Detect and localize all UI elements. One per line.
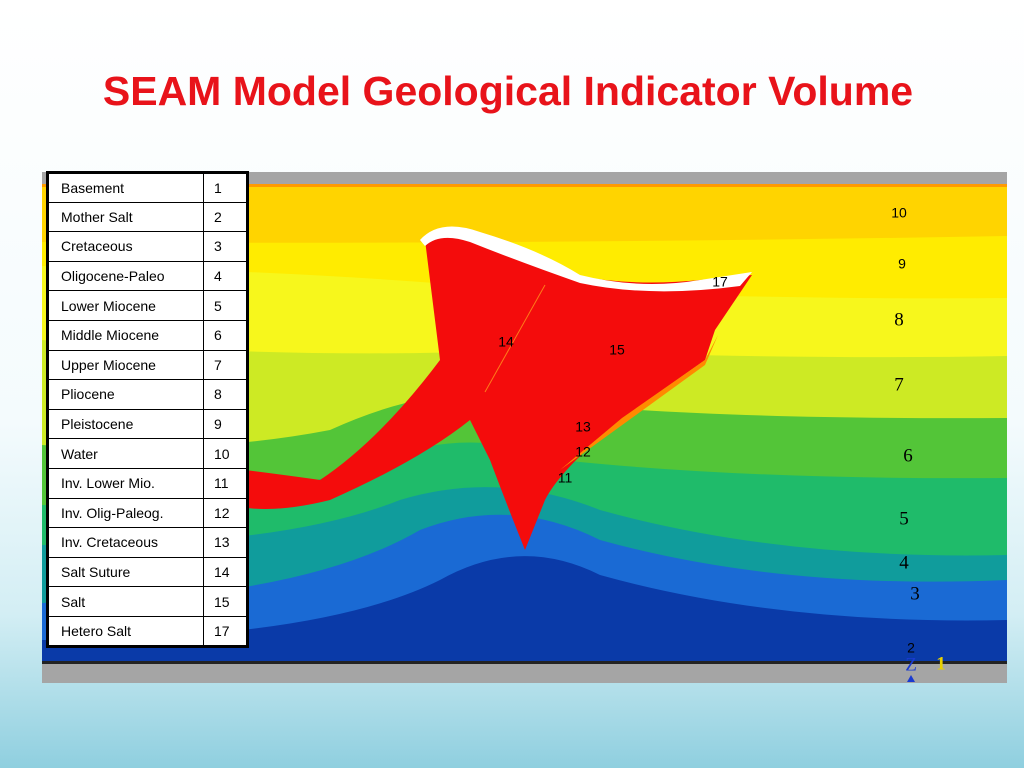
code-cell: 7 xyxy=(203,349,248,381)
name-cell: Mother Salt xyxy=(47,201,204,233)
layer-label: 11 xyxy=(558,470,573,486)
code-cell: 2 xyxy=(203,201,248,233)
table-row: Basement 1 xyxy=(47,172,248,203)
name-cell: Water xyxy=(47,438,204,469)
layer-label: 4 xyxy=(899,552,909,573)
name-cell: Hetero Salt xyxy=(47,615,204,647)
name-cell: Basement xyxy=(47,172,204,203)
layer-label: 5 xyxy=(899,508,909,529)
code-cell: 5 xyxy=(203,290,248,321)
layer-label: 3 xyxy=(910,583,920,604)
salt-suture xyxy=(484,284,546,393)
frame-edge xyxy=(42,661,1007,664)
layer-label: 1 xyxy=(936,653,946,674)
name-cell: Pliocene xyxy=(47,379,204,410)
name-cell: Middle Miocene xyxy=(47,319,204,351)
table-row: Middle Miocene 6 xyxy=(47,319,248,351)
name-cell: Cretaceous xyxy=(47,231,204,262)
hetero-salt xyxy=(420,226,752,292)
table-row: Lower Miocene 5 xyxy=(47,290,248,321)
layer-label: 15 xyxy=(609,342,625,358)
table-row: Pliocene 8 xyxy=(47,379,248,410)
layer-label: 6 xyxy=(903,445,913,466)
name-cell: Salt xyxy=(47,586,204,617)
table-row: Pleistocene 9 xyxy=(47,408,248,440)
layer-label: 8 xyxy=(894,309,904,330)
name-cell: Upper Miocene xyxy=(47,349,204,381)
code-cell: 17 xyxy=(203,615,248,647)
table-row: Inv. Cretaceous 13 xyxy=(47,527,248,558)
layer-label: 2 xyxy=(907,640,915,656)
code-cell: 8 xyxy=(203,379,248,410)
legend-table: Basement 1 Mother Salt 2 Cretaceous 3 Oligocen… xyxy=(46,171,249,648)
table-row: Inv. Olig-Paleog. 12 xyxy=(47,497,248,529)
table-row: Inv. Lower Mio. 11 xyxy=(47,467,248,499)
table-row: Salt 15 xyxy=(47,586,248,617)
name-cell: Inv. Lower Mio. xyxy=(47,467,204,499)
table-row: Upper Miocene 7 xyxy=(47,349,248,381)
name-cell: Salt Suture xyxy=(47,556,204,588)
axis-arrow xyxy=(907,675,915,682)
table-row: Salt Suture 14 xyxy=(47,556,248,588)
code-cell: 12 xyxy=(203,497,248,529)
name-cell: Lower Miocene xyxy=(47,290,204,321)
name-cell: Inv. Cretaceous xyxy=(47,527,204,558)
code-cell: 14 xyxy=(203,556,248,588)
layer-label: 13 xyxy=(575,419,591,435)
table-row: Water 10 xyxy=(47,438,248,469)
layer-label: 14 xyxy=(498,334,514,350)
table-row: Oligocene-Paleo 4 xyxy=(47,260,248,292)
table-row: Mother Salt 2 xyxy=(47,201,248,233)
code-cell: 4 xyxy=(203,260,248,292)
layer-label: 10 xyxy=(891,205,907,221)
code-cell: 1 xyxy=(203,172,248,203)
table-row: Hetero Salt 17 xyxy=(47,615,248,647)
layer-label: 12 xyxy=(575,444,591,460)
slide-title: SEAM Model Geological Indicator Volume xyxy=(102,68,914,114)
name-cell: Oligocene-Paleo xyxy=(47,260,204,292)
salt-body xyxy=(120,237,752,550)
code-cell: 11 xyxy=(203,467,248,499)
code-cell: 15 xyxy=(203,586,248,617)
layer-label: 7 xyxy=(894,374,904,395)
code-cell: 10 xyxy=(203,438,248,469)
layer xyxy=(42,556,1007,663)
code-cell: 13 xyxy=(203,527,248,558)
name-cell: Pleistocene xyxy=(47,408,204,440)
code-cell: 9 xyxy=(203,408,248,440)
table-row: Cretaceous 3 xyxy=(47,231,248,262)
layer-label: 9 xyxy=(898,256,906,272)
layer-label: 17 xyxy=(712,274,728,290)
code-cell: 6 xyxy=(203,319,248,351)
layer-label: Z xyxy=(905,654,917,675)
name-cell: Inv. Olig-Paleog. xyxy=(47,497,204,529)
layer-edge xyxy=(42,184,1007,187)
code-cell: 3 xyxy=(203,231,248,262)
